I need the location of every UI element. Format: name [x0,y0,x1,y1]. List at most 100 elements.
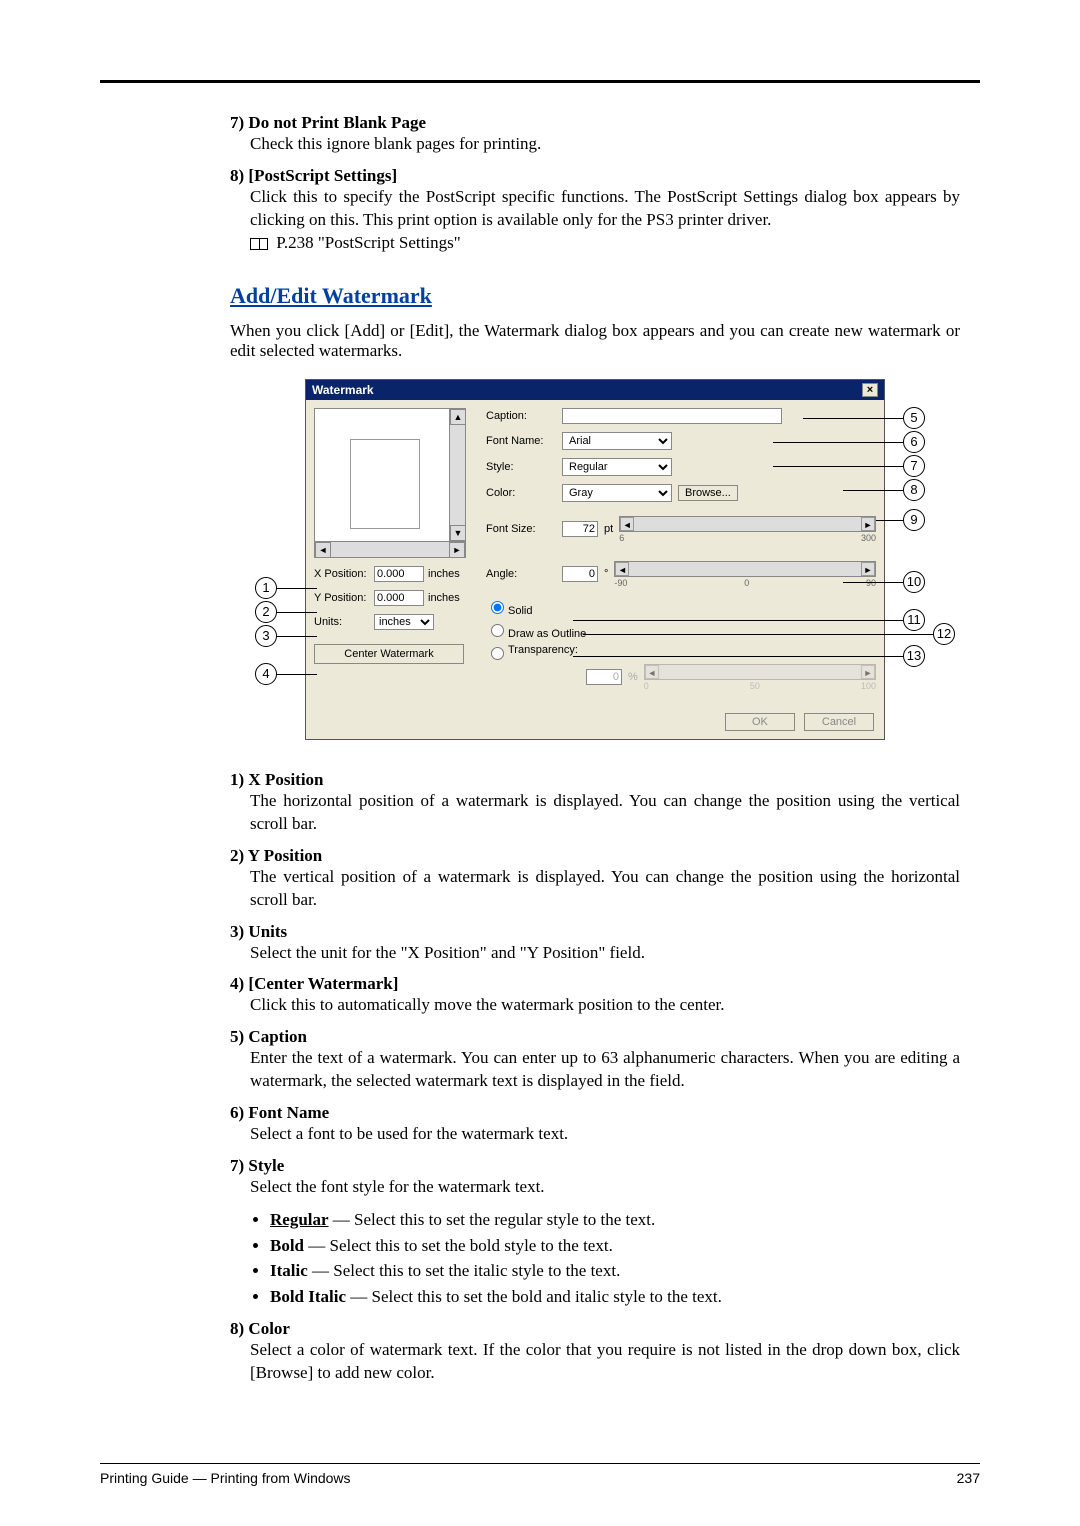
angle-label: Angle: [486,568,556,580]
page-footer: Printing Guide — Printing from Windows 2… [100,1463,980,1486]
item-number: 7) [230,113,244,132]
transparency-radio-input[interactable] [491,647,504,660]
slider-mid: 50 [750,681,760,691]
dialog-title: Watermark [312,383,374,397]
watermark-dialog: Watermark × ▲ ▼ ◄ ► [305,379,885,740]
item-number: 4) [230,974,244,993]
vertical-scrollbar[interactable]: ▲ ▼ [449,409,465,541]
book-icon [250,238,268,250]
item-8-header: 8) Color [230,1319,960,1339]
x-position-input[interactable] [374,566,424,582]
item-title: [PostScript Settings] [248,166,397,185]
callout-11: 11 [903,609,925,631]
style-name: Bold Italic [270,1287,346,1306]
callout-8: 8 [903,479,925,501]
slider-min: 6 [619,533,624,543]
preview-box: ▲ ▼ ◄ ► [314,408,466,558]
outline-radio-input[interactable] [491,624,504,637]
item-title: Units [248,922,287,941]
ok-button[interactable]: OK [725,713,795,731]
callout-line [573,620,903,621]
item-7-body: Select the font style for the watermark … [250,1176,960,1199]
scroll-down-icon[interactable]: ▼ [450,525,466,541]
y-position-input[interactable] [374,590,424,606]
callout-12: 12 [933,623,955,645]
style-list: Regular — Select this to set the regular… [270,1207,960,1309]
callout-line [843,490,903,491]
item-number: 5) [230,1027,244,1046]
deg-label: ° [604,568,608,580]
angle-slider[interactable]: ◄► [614,561,876,577]
callout-line [277,636,317,637]
pt-label: pt [604,523,613,535]
cross-ref: P.238 "PostScript Settings" [276,233,460,252]
item-8-text: Click this to specify the PostScript spe… [250,187,960,229]
callout-line [277,588,317,589]
font-size-slider[interactable]: ◄► [619,516,876,532]
item-number: 8) [230,1319,244,1338]
slider-min: 0 [644,681,649,691]
item-8-header: 8) [PostScript Settings] [230,166,960,186]
color-select[interactable]: Gray [562,484,672,502]
callout-10: 10 [903,571,925,593]
font-size-input[interactable] [562,521,598,537]
style-item: Regular — Select this to set the regular… [270,1207,960,1233]
caption-input[interactable] [562,408,782,424]
font-name-select[interactable]: Arial [562,432,672,450]
outline-radio[interactable]: Draw as Outline [486,628,586,640]
callout-6: 6 [903,431,925,453]
y-position-label: Y Position: [314,592,370,604]
callout-line [277,674,317,675]
style-desc: — Select this to set the regular style t… [329,1210,656,1229]
item-3-body: Select the unit for the "X Position" and… [250,942,960,965]
horizontal-scrollbar[interactable]: ◄ ► [315,541,465,557]
transparency-radio-label: Transparency: [508,644,578,660]
caption-label: Caption: [486,410,556,422]
callout-5: 5 [903,407,925,429]
callout-2: 2 [255,601,277,623]
item-5-body: Enter the text of a watermark. You can e… [250,1047,960,1093]
callout-13: 13 [903,645,925,667]
style-desc: — Select this to set the italic style to… [308,1261,621,1280]
callout-9: 9 [903,509,925,531]
item-title: Style [248,1156,284,1175]
scroll-up-icon[interactable]: ▲ [450,409,466,425]
browse-button[interactable]: Browse... [678,485,738,501]
item-title: Caption [248,1027,307,1046]
callout-line [843,582,903,583]
transparency-radio[interactable]: Transparency: [486,644,578,660]
item-number: 3) [230,922,244,941]
slider-max: 100 [861,681,876,691]
item-7-body: Check this ignore blank pages for printi… [250,133,960,156]
style-item: Italic — Select this to set the italic s… [270,1258,960,1284]
item-2-header: 2) Y Position [230,846,960,866]
style-select[interactable]: Regular [562,458,672,476]
solid-radio-input[interactable] [491,601,504,614]
item-5-header: 5) Caption [230,1027,960,1047]
style-item: Bold — Select this to set the bold style… [270,1233,960,1259]
item-4-header: 4) [Center Watermark] [230,974,960,994]
cancel-button[interactable]: Cancel [804,713,874,731]
units-label: Units: [314,616,370,628]
close-icon[interactable]: × [862,383,878,397]
callout-line [277,612,317,613]
angle-input[interactable] [562,566,598,582]
units-select[interactable]: inches [374,614,434,630]
callout-3: 3 [255,625,277,647]
scroll-left-icon[interactable]: ◄ [315,542,331,558]
solid-radio[interactable]: Solid [486,605,532,617]
item-7-header: 7) Style [230,1156,960,1176]
color-label: Color: [486,487,556,499]
callout-line [583,634,933,635]
dialog-figure: 1 2 3 4 5 6 7 8 9 10 11 12 13 [265,379,925,740]
item-6-header: 6) Font Name [230,1103,960,1123]
item-title: X Position [248,770,323,789]
callout-line [773,442,903,443]
callout-1: 1 [255,577,277,599]
outline-radio-label: Draw as Outline [508,628,586,640]
x-position-label: X Position: [314,568,370,580]
scroll-right-icon[interactable]: ► [449,542,465,558]
font-size-label: Font Size: [486,523,556,535]
center-watermark-button[interactable]: Center Watermark [314,644,464,664]
style-desc: — Select this to set the bold and italic… [346,1287,722,1306]
